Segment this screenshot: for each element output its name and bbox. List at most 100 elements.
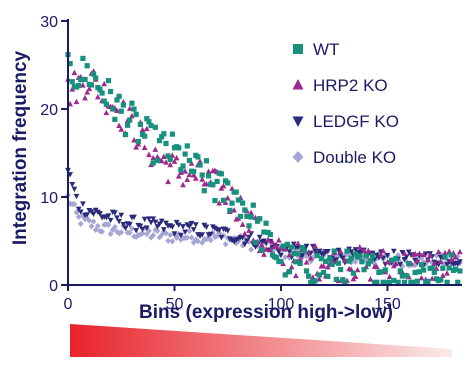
data-point — [125, 122, 131, 128]
data-point — [384, 252, 391, 259]
data-point — [116, 218, 122, 225]
data-point — [361, 267, 367, 273]
legend-label: HRP2 KO — [313, 76, 388, 95]
data-point — [352, 273, 359, 280]
data-point — [156, 221, 163, 227]
data-point — [414, 278, 420, 284]
data-point — [88, 82, 95, 88]
data-point — [286, 251, 293, 258]
data-point — [288, 263, 295, 270]
data-point — [433, 252, 440, 259]
data-point — [77, 209, 84, 215]
data-point — [197, 158, 203, 164]
data-point — [69, 79, 75, 85]
data-point — [429, 275, 436, 281]
data-point — [446, 265, 452, 271]
data-point — [158, 157, 165, 164]
x-tick-label: 100 — [268, 296, 295, 313]
data-point — [297, 260, 303, 267]
data-point — [103, 101, 109, 107]
data-point — [267, 246, 274, 253]
data-point — [152, 146, 159, 152]
data-point — [152, 226, 159, 234]
data-point — [171, 158, 178, 164]
data-point — [307, 258, 314, 265]
data-point — [297, 256, 304, 262]
data-point — [93, 75, 99, 81]
data-point — [82, 76, 88, 83]
legend: WT HRP2 KO LEDGF KO Double KO — [292, 40, 399, 167]
data-point — [439, 272, 446, 278]
data-point — [250, 202, 256, 208]
data-point — [148, 219, 154, 226]
data-point — [160, 153, 167, 159]
data-point — [195, 154, 201, 160]
data-point — [84, 63, 90, 69]
data-point — [192, 222, 199, 228]
data-point — [312, 278, 318, 284]
data-point — [246, 234, 252, 241]
data-point — [365, 247, 372, 254]
data-point — [103, 109, 110, 116]
plot-area — [65, 51, 463, 285]
data-point — [404, 273, 410, 279]
data-point — [301, 248, 307, 254]
data-point — [101, 98, 107, 104]
data-point — [280, 243, 286, 249]
data-point — [286, 269, 293, 275]
data-point — [133, 144, 140, 150]
data-point — [116, 93, 122, 99]
data-point — [114, 228, 120, 235]
data-point — [107, 88, 114, 95]
data-point — [331, 248, 337, 254]
data-point — [190, 171, 197, 178]
y-tick-label: 30 — [40, 14, 58, 31]
data-point — [182, 168, 188, 174]
data-point — [126, 105, 133, 111]
data-point — [299, 244, 305, 251]
data-point — [378, 269, 384, 275]
data-point — [452, 253, 459, 260]
data-point — [246, 223, 252, 229]
data-point — [144, 116, 150, 122]
data-point — [86, 217, 93, 224]
data-point — [284, 241, 290, 247]
data-point — [240, 200, 246, 206]
data-point — [246, 238, 252, 245]
data-point — [384, 258, 391, 265]
data-point — [67, 60, 73, 67]
data-point — [395, 279, 401, 285]
data-point — [184, 143, 190, 149]
data-point — [105, 213, 112, 219]
data-point — [239, 242, 246, 249]
data-point — [295, 240, 301, 246]
data-point — [84, 212, 91, 218]
data-point — [229, 185, 235, 191]
data-point — [197, 162, 203, 168]
axes: 0 10 20 30 0 50 100 150 — [40, 14, 462, 313]
data-point — [453, 266, 459, 272]
data-point — [90, 71, 97, 77]
legend-marker — [293, 44, 303, 54]
data-point — [180, 181, 186, 188]
data-point — [86, 85, 93, 92]
data-point — [378, 251, 384, 258]
data-point — [150, 232, 157, 239]
data-point — [390, 248, 397, 255]
data-point — [337, 248, 344, 254]
data-point — [218, 171, 224, 177]
data-point — [169, 224, 176, 230]
data-point — [241, 230, 248, 237]
data-point — [220, 182, 227, 189]
data-point — [444, 270, 450, 276]
data-point — [122, 131, 129, 138]
data-point — [192, 175, 199, 181]
data-point — [152, 219, 159, 225]
data-point — [114, 97, 120, 103]
data-point — [180, 163, 186, 169]
data-point — [303, 243, 310, 250]
data-point — [282, 272, 288, 278]
data-point — [244, 238, 250, 244]
data-point — [305, 249, 312, 255]
data-point — [412, 269, 418, 276]
